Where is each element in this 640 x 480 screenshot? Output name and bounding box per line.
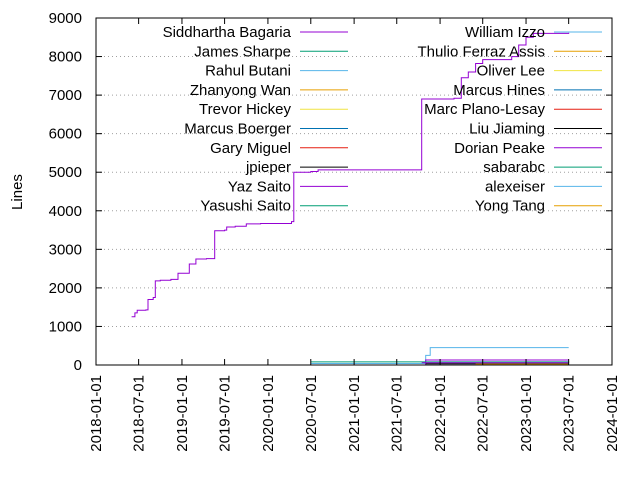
- legend-label-oliver-lee: Oliver Lee: [477, 63, 545, 80]
- y-tick-label: 3000: [49, 241, 82, 258]
- legend-label-trevor-hickey: Trevor Hickey: [199, 101, 291, 118]
- x-tick-label: 2021-07-01: [389, 375, 406, 452]
- x-tick-label: 2019-07-01: [217, 375, 234, 452]
- legend-label-yong-tang: Yong Tang: [475, 198, 545, 215]
- y-tick-label: 6000: [49, 126, 82, 143]
- x-tick-label: 2020-07-01: [303, 375, 320, 452]
- legend-label-james-sharpe: James Sharpe: [194, 43, 291, 60]
- legend-label-liu-jiaming: Liu Jiaming: [469, 121, 545, 138]
- x-tick-label: 2022-07-01: [475, 375, 492, 452]
- x-tick-label: 2023-01-01: [518, 375, 535, 452]
- legend-label-thulio-ferraz-assis: Thulio Ferraz Assis: [417, 43, 545, 60]
- x-tick-label: 2019-01-01: [174, 375, 191, 452]
- legend-label-alexeiser: alexeiser: [485, 178, 545, 195]
- legend-label-marc-plano-lesay: Marc Plano-Lesay: [424, 101, 545, 118]
- y-tick-label: 4000: [49, 203, 82, 220]
- x-axis-ticks: 2018-01-01 2018-07-01 2019-01-01 2019-07-01…: [88, 18, 621, 452]
- legend-label-sabarabc: sabarabc: [483, 159, 545, 176]
- legend-label-yasushi-saito: Yasushi Saito: [200, 198, 291, 215]
- x-tick-label: 2018-01-01: [88, 375, 105, 452]
- x-tick-label: 2023-07-01: [561, 375, 578, 452]
- legend-label-marcus-boerger: Marcus Boerger: [184, 121, 291, 138]
- x-tick-label: 2021-01-01: [346, 375, 363, 452]
- x-tick-label: 2022-01-01: [432, 375, 449, 452]
- legend-label-rahul-butani: Rahul Butani: [205, 63, 291, 80]
- legend: Siddhartha Bagaria James Sharpe Rahul Buta…: [163, 24, 602, 215]
- x-tick-label: 2018-07-01: [131, 375, 148, 452]
- y-tick-label: 5000: [49, 164, 82, 181]
- legend-label-zhanyong-wan: Zhanyong Wan: [190, 82, 291, 99]
- y-tick-label: 8000: [49, 49, 82, 66]
- y-tick-label: 0: [74, 357, 82, 374]
- legend-label-william-izzo: William Izzo: [465, 24, 545, 41]
- legend-label-yaz-saito: Yaz Saito: [228, 178, 291, 195]
- y-tick-label: 1000: [49, 318, 82, 335]
- x-tick-label: 2024-01-01: [604, 375, 621, 452]
- series-line-rahul-butani: [310, 347, 569, 364]
- legend-label-marcus-hines: Marcus Hines: [453, 82, 545, 99]
- y-tick-label: 7000: [49, 87, 82, 104]
- series-line-siddhartha-bagaria: [131, 32, 570, 318]
- y-tick-label: 9000: [49, 10, 82, 27]
- legend-label-jpieper: jpieper: [245, 159, 291, 176]
- legend-label-gary-miguel: Gary Miguel: [210, 140, 291, 157]
- y-tick-label: 2000: [49, 280, 82, 297]
- y-axis-ticks: 0 1000 2000 3000 4000 5000 6000 7000 8000 9000: [49, 10, 612, 374]
- x-tick-label: 2020-01-01: [260, 375, 277, 452]
- legend-label-siddhartha-bagaria: Siddhartha Bagaria: [163, 24, 292, 41]
- legend-label-dorian-peake: Dorian Peake: [454, 140, 545, 157]
- y-axis-label: Lines: [9, 174, 26, 210]
